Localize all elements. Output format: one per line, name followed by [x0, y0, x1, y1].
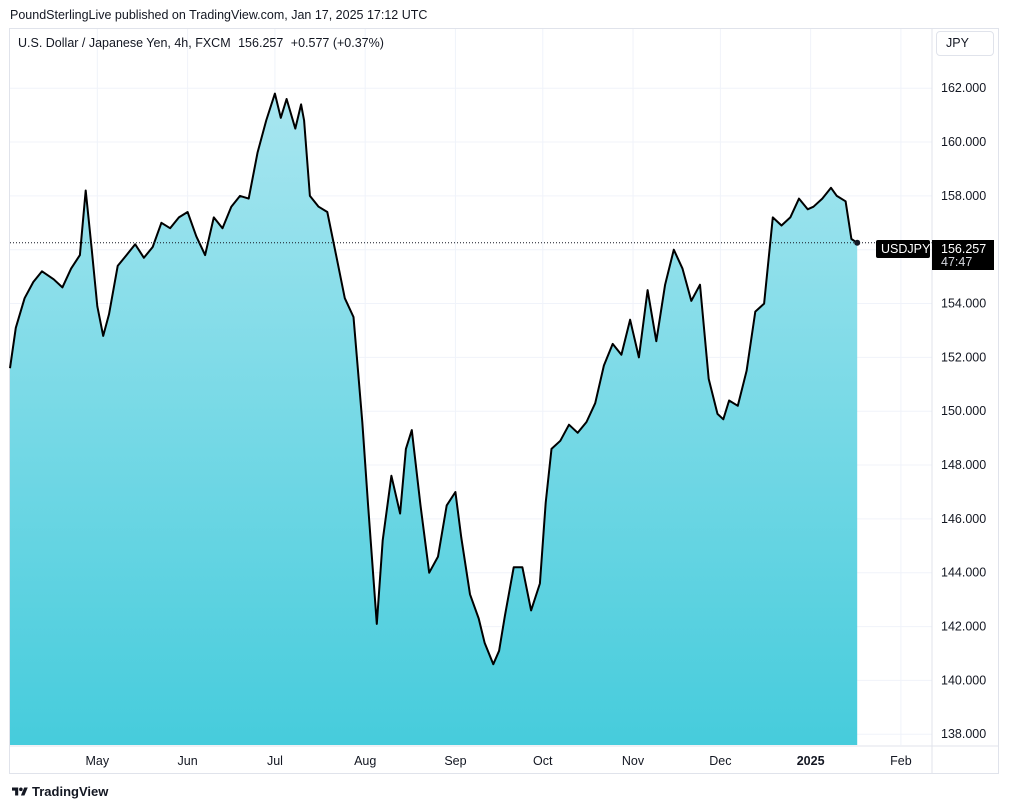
price-tags: USDJPY 156.257 47:47: [876, 240, 994, 270]
price-line: [9, 92, 858, 666]
x-tick-label: Jun: [178, 754, 198, 768]
y-tick-label: 158.000: [941, 189, 986, 203]
legend-price: 156.257: [238, 36, 284, 50]
y-tick-label: 148.000: [941, 458, 986, 472]
currency-selector[interactable]: JPY: [936, 31, 994, 56]
x-tick-label: 2025: [797, 754, 825, 768]
y-tick-label: 144.000: [941, 566, 986, 580]
y-tick-label: 154.000: [941, 297, 986, 311]
y-tick-label: 152.000: [941, 350, 986, 364]
legend-instrument: U.S. Dollar / Japanese Yen, 4h, FXCM: [18, 36, 231, 50]
tradingview-logo-icon: [12, 787, 28, 796]
x-tick-label: Feb: [890, 754, 912, 768]
x-axis: May Jun Jul Aug Sep Oct Nov Dec 2025 Feb: [9, 29, 999, 773]
last-price-dot: [854, 239, 861, 246]
x-tick-label: Dec: [709, 754, 731, 768]
last-price-tag: [932, 240, 994, 270]
price-area: [10, 93, 858, 746]
y-tick-label: 140.000: [941, 673, 986, 687]
y-tick-label: 142.000: [941, 620, 986, 634]
legend-change: +0.577 (+0.37%): [290, 36, 384, 50]
y-tick-label: 162.000: [941, 81, 986, 95]
published-info: PoundSterlingLive published on TradingVi…: [10, 8, 428, 22]
y-tick-label: 150.000: [941, 404, 986, 418]
x-tick-label: Oct: [533, 754, 553, 768]
countdown-tag-value: 47:47: [941, 255, 972, 269]
x-tick-label: Nov: [622, 754, 645, 768]
chart-legend: U.S. Dollar / Japanese Yen, 4h, FXCM 156…: [18, 36, 388, 50]
y-tick-label: 138.000: [941, 727, 986, 741]
chart-frame: [9, 28, 999, 774]
x-tick-label: May: [86, 754, 110, 768]
x-tick-label: Jul: [267, 754, 283, 768]
footer-brand: TradingView: [12, 784, 108, 799]
last-price-tag-value: 156.257: [941, 242, 986, 256]
symbol-tag: [876, 240, 930, 258]
y-tick-label: 160.000: [941, 135, 986, 149]
y-tick-label: 146.000: [941, 512, 986, 526]
y-axis: 138.000 140.000 142.000 144.000 146.000 148.0…: [941, 81, 986, 741]
footer-brand-text: TradingView: [32, 784, 109, 799]
symbol-tag-text: USDJPY: [881, 242, 931, 256]
x-tick-label: Sep: [444, 754, 466, 768]
x-tick-label: Aug: [354, 754, 376, 768]
